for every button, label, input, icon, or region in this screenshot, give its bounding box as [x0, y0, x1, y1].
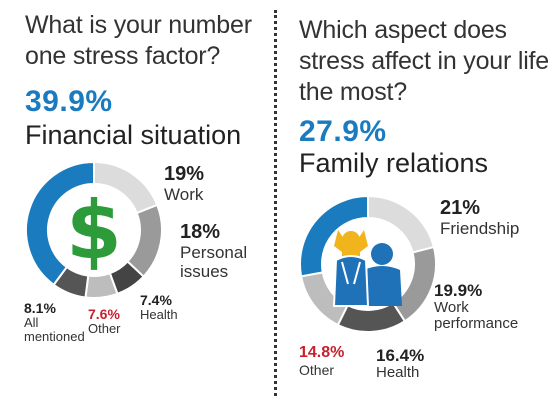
- callout-label: Other: [88, 321, 121, 336]
- callout-label: Other: [299, 362, 335, 378]
- callout-label: Friendship: [440, 219, 520, 238]
- callout-label: performance: [434, 315, 519, 332]
- callout-label: All: [24, 315, 39, 330]
- dollar-icon: $: [66, 184, 122, 277]
- stress-impact-donut: [299, 194, 437, 333]
- donut-segment-financial-situation: [25, 160, 95, 287]
- question-line: stress affect in your life: [299, 47, 550, 75]
- callout-value: 18%: [180, 221, 221, 243]
- donut-segment-health: [336, 301, 407, 333]
- top-percentage: 39.9%: [25, 85, 113, 118]
- stress-factor-panel: What is your number one stress factor? 3…: [0, 0, 272, 406]
- callout-value: 19.9%: [434, 281, 483, 300]
- question-line: the most?: [299, 78, 407, 106]
- stress-factor-donut: $: [25, 160, 163, 299]
- donut-segments: [25, 160, 163, 299]
- callout-value: 19%: [164, 163, 205, 185]
- question-line: Which aspect does: [299, 16, 507, 44]
- callout-all-mentioned: 8.1% All mentioned: [24, 300, 85, 344]
- callout-other: 7.6% Other: [88, 306, 121, 336]
- callout-label: issues: [180, 262, 229, 281]
- callout-other: 14.8% Other: [299, 344, 344, 378]
- callout-work-performance: 19.9% Work performance: [434, 281, 518, 332]
- callout-value: 8.1%: [24, 300, 56, 316]
- callout-personal-issues: 18% Personal issues: [180, 221, 247, 281]
- callout-value: 7.4%: [140, 292, 172, 308]
- callout-value: 14.8%: [299, 344, 345, 361]
- callout-value: 21%: [440, 197, 481, 219]
- donut-segments: [299, 194, 437, 333]
- callout-work: 19% Work: [164, 163, 204, 204]
- panel-divider: [274, 10, 277, 396]
- top-category-label: Financial situation: [25, 120, 242, 150]
- callout-health: 16.4% Health: [376, 346, 424, 381]
- callout-label: Work: [164, 185, 204, 204]
- stress-impact-question: Which aspect does stress affect in your …: [299, 15, 549, 108]
- question-line: What is your number: [25, 11, 252, 39]
- callout-label: Personal: [180, 243, 248, 262]
- callout-value: 7.6%: [88, 306, 120, 322]
- callout-friendship: 21% Friendship: [440, 197, 519, 238]
- callout-label: Health: [376, 364, 420, 381]
- top-category-label: Family relations: [299, 148, 489, 178]
- stress-impact-panel: Which aspect does stress affect in your …: [284, 0, 550, 406]
- callout-label: mentioned: [24, 329, 85, 344]
- stress-factor-question: What is your number one stress factor?: [25, 10, 252, 72]
- callout-health: 7.4% Health: [140, 292, 178, 322]
- top-percentage: 27.9%: [299, 115, 387, 148]
- callout-value: 16.4%: [376, 346, 425, 365]
- callout-label: Health: [140, 307, 178, 322]
- donut-segment-family-relations: [299, 194, 369, 278]
- question-line: one stress factor?: [25, 42, 221, 70]
- callout-label: Work: [434, 299, 469, 316]
- family-icon: [332, 230, 402, 307]
